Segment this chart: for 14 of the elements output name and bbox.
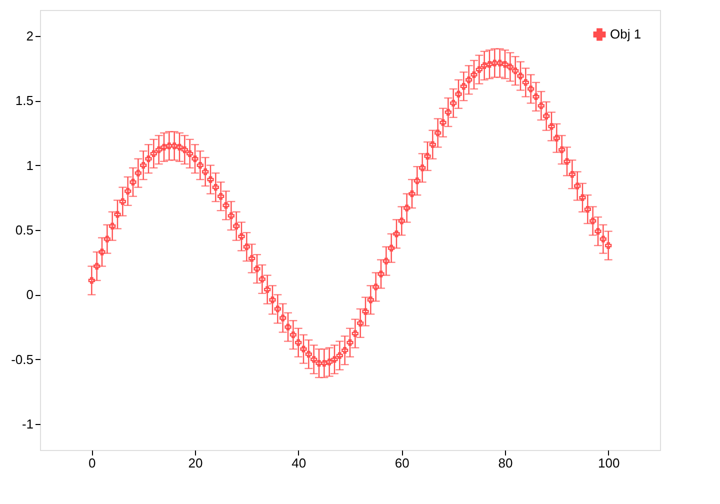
y-tick-label: -1	[22, 416, 34, 432]
legend-label: Obj 1	[610, 26, 642, 42]
y-tick-label: -0.5	[11, 352, 34, 367]
y-tick-label: 1	[26, 158, 34, 173]
x-tick-label: 20	[188, 456, 203, 470]
y-tick-label: 0	[26, 287, 34, 302]
x-tick-label: 80	[498, 456, 513, 470]
x-tick-label: 100	[598, 456, 620, 470]
x-tick-label: 60	[394, 456, 410, 470]
y-tick-label: 1.5	[15, 93, 34, 108]
y-tick-label: 2	[26, 28, 34, 44]
x-tick-label: 40	[292, 456, 306, 470]
y-tick-label: 0.5	[15, 222, 34, 238]
x-tick-label: 0	[88, 456, 96, 470]
